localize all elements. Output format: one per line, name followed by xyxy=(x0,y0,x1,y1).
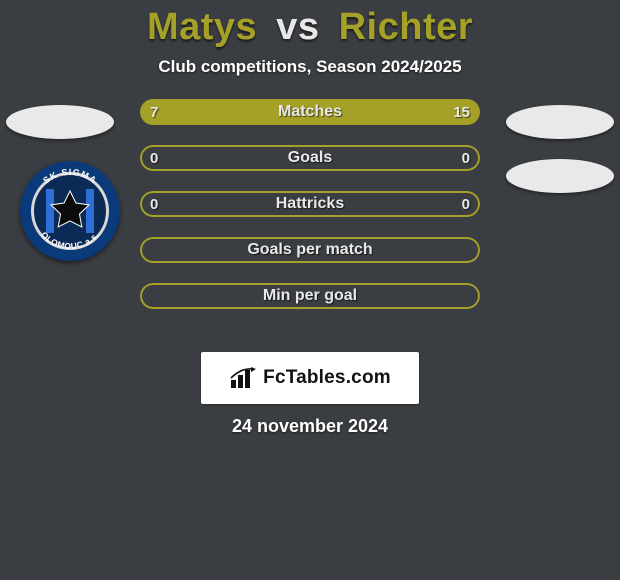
stat-bars: Matches715Goals00Hattricks00Goals per ma… xyxy=(140,99,480,329)
logo-text: FcTables.com xyxy=(263,367,391,389)
vs-text: vs xyxy=(276,6,319,48)
stat-right-value: 0 xyxy=(462,191,470,217)
flag-left-icon xyxy=(6,105,114,139)
subtitle: Club competitions, Season 2024/2025 xyxy=(0,57,620,77)
player2-name: Richter xyxy=(339,6,473,48)
stat-bar-goals: Goals0 0 xyxy=(140,145,480,171)
stat-left-value: 0 xyxy=(150,145,158,171)
club-crest-icon: SK SIGMA OLOMOUC a.s. xyxy=(20,161,120,261)
flag-right-top-icon xyxy=(506,105,614,139)
stat-right-value: 0 xyxy=(462,145,470,171)
player1-name: Matys xyxy=(147,6,257,48)
stat-bar-goals-per-match: Goals per match xyxy=(140,237,480,263)
infographic-root: Matys vs Richter Club competitions, Seas… xyxy=(0,6,620,580)
crest-star-icon xyxy=(40,181,100,241)
crest-inner xyxy=(31,172,109,250)
stat-left-value: 7 xyxy=(150,99,158,125)
stat-label: Matches xyxy=(140,99,480,125)
stat-bar-min-per-goal: Min per goal xyxy=(140,283,480,309)
stat-label: Goals xyxy=(140,145,480,171)
main-title: Matys vs Richter xyxy=(0,6,620,49)
stat-label: Hattricks xyxy=(140,191,480,217)
stat-bar-hattricks: Hattricks0 0 xyxy=(140,191,480,217)
stat-right-value: 15 xyxy=(453,99,470,125)
stat-bar-matches: Matches7 15 xyxy=(140,99,480,125)
stat-label: Goals per match xyxy=(140,237,480,263)
fctables-logo: FcTables.com xyxy=(201,352,419,404)
flag-right-second-icon xyxy=(506,159,614,193)
bars-icon xyxy=(229,366,257,390)
stat-label: Min per goal xyxy=(140,283,480,309)
stat-left-value: 0 xyxy=(150,191,158,217)
date-text: 24 november 2024 xyxy=(0,416,620,437)
